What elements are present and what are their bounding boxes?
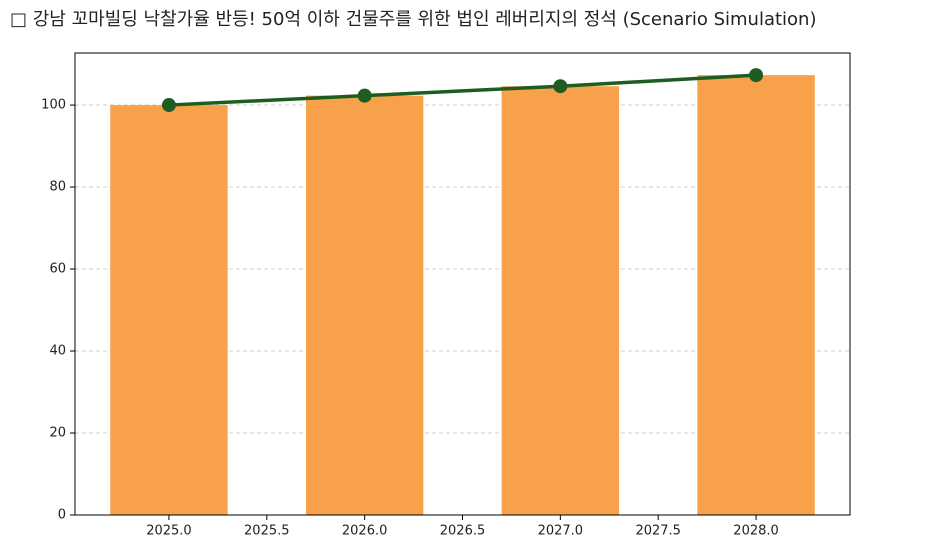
bar: [697, 75, 815, 515]
x-tick-label: 2026.5: [440, 524, 486, 539]
y-tick-label: 0: [58, 508, 66, 523]
bar: [501, 86, 620, 516]
chart-title: □ 강남 꼬마빌딩 낙찰가율 반등! 50억 이하 건물주를 위한 법인 레버리…: [10, 9, 816, 30]
plot-frame: [74, 52, 851, 516]
x-tick-label: 2025.5: [244, 524, 290, 539]
line: [168, 73, 757, 107]
x-tick-label: 2027.5: [635, 524, 681, 539]
y-tick-label: 60: [49, 262, 66, 277]
point: [161, 98, 176, 113]
x-tick-label: 2025.0: [146, 524, 192, 539]
y-tick-label: 100: [41, 98, 66, 113]
y-tick-label: 20: [49, 426, 66, 441]
y-tick-label: 40: [49, 344, 66, 359]
bar: [110, 105, 228, 516]
y-tick-label: 80: [49, 180, 66, 195]
x-tick-label: 2027.0: [538, 524, 584, 539]
point: [553, 79, 568, 94]
point: [357, 88, 372, 103]
x-tick-label: 2026.0: [342, 524, 388, 539]
point: [749, 68, 764, 83]
x-tick-label: 2028.0: [733, 524, 779, 539]
bar: [305, 95, 424, 515]
